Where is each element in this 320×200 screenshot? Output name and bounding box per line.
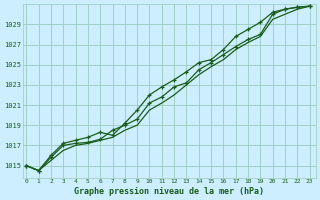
- X-axis label: Graphe pression niveau de la mer (hPa): Graphe pression niveau de la mer (hPa): [74, 187, 264, 196]
